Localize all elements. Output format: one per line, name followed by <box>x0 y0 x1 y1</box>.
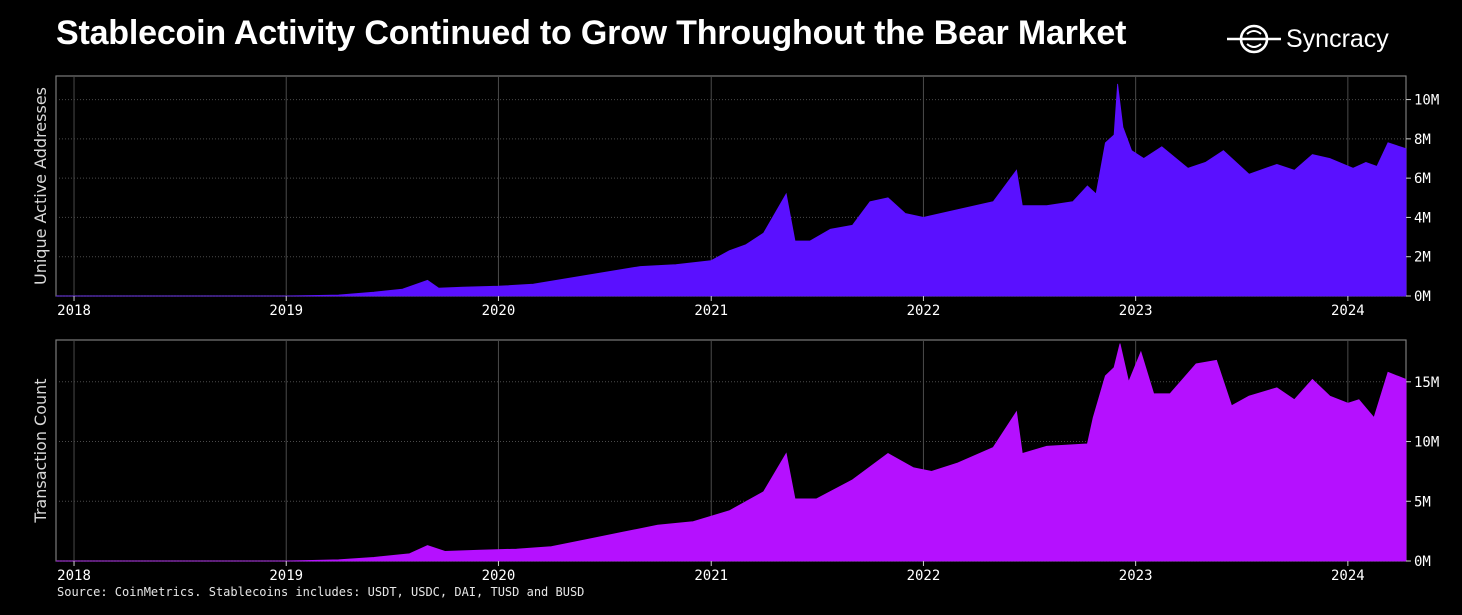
x-tick-label: 2020 <box>482 568 516 584</box>
series-area <box>56 83 1407 297</box>
x-tick-label: 2023 <box>1119 568 1153 584</box>
y-tick-label: 0M <box>1414 554 1431 570</box>
x-tick-label: 2022 <box>907 303 941 319</box>
x-tick-label: 2022 <box>907 568 941 584</box>
y-tick-label: 10M <box>1414 435 1439 451</box>
x-tick-label: 2023 <box>1119 303 1153 319</box>
x-tick-label: 2020 <box>482 303 516 319</box>
y-axis-label: Unique Active Addresses <box>31 87 50 285</box>
brand-logo: Syncracy <box>1226 22 1389 56</box>
x-tick-label: 2024 <box>1331 303 1365 319</box>
x-tick-label: 2021 <box>694 303 728 319</box>
panel-active-addresses: 2018 2019 2020 2021 2022 2023 2024 0M 2M 4M 6M 8M 10… <box>31 75 1439 319</box>
series-area <box>56 343 1407 562</box>
chart-title: Stablecoin Activity Continued to Grow Th… <box>56 14 1127 52</box>
panel-transaction-count: 2018 2019 2020 2021 2022 2023 2024 0M 5M 10M 15M Tr… <box>31 339 1439 584</box>
y-tick-label: 10M <box>1414 93 1439 109</box>
x-tick-label: 2018 <box>57 303 91 319</box>
y-tick-label: 4M <box>1414 210 1431 226</box>
y-tick-label: 6M <box>1414 171 1431 187</box>
syncracy-logo-icon <box>1227 24 1281 54</box>
y-axis-label: Transaction Count <box>31 378 50 523</box>
x-tick-label: 2019 <box>269 303 303 319</box>
x-tick-label: 2021 <box>694 568 728 584</box>
y-tick-label: 0M <box>1414 289 1431 305</box>
x-tick-label: 2024 <box>1331 568 1365 584</box>
source-note: Source: CoinMetrics. Stablecoins include… <box>57 585 585 599</box>
x-tick-label: 2018 <box>57 568 91 584</box>
y-tick-label: 8M <box>1414 132 1431 148</box>
brand-name: Syncracy <box>1286 24 1389 53</box>
y-tick-label: 15M <box>1414 375 1439 391</box>
y-tick-label: 2M <box>1414 250 1431 266</box>
y-tick-label: 5M <box>1414 494 1431 510</box>
x-tick-label: 2019 <box>269 568 303 584</box>
